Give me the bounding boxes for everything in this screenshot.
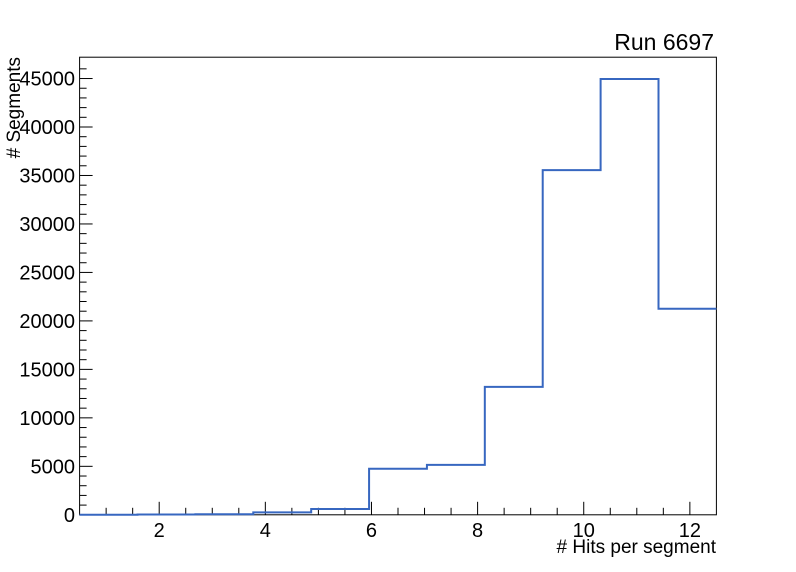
y-tick-label: 45000 bbox=[19, 69, 75, 91]
axis-tick-labels: 2 4 6 8 10 12 0 5000 10000 15000 20000 25000 30000 35… bbox=[19, 69, 701, 542]
x-tick-label: 10 bbox=[573, 520, 595, 542]
y-tick-label: 0 bbox=[64, 505, 75, 527]
x-tick-label: 6 bbox=[366, 520, 377, 542]
y-tick-label: 15000 bbox=[19, 359, 75, 381]
y-tick-label: 5000 bbox=[31, 456, 76, 478]
y-tick-label: 40000 bbox=[19, 117, 75, 139]
y-tick-label: 35000 bbox=[19, 165, 75, 187]
axis-ticks bbox=[79, 68, 691, 516]
plot-title: Run 6697 bbox=[614, 29, 714, 55]
x-tick-label: 8 bbox=[472, 520, 483, 542]
y-tick-label: 25000 bbox=[19, 262, 75, 284]
plot-frame bbox=[79, 56, 717, 516]
y-tick-label: 30000 bbox=[19, 214, 75, 236]
x-tick-label: 4 bbox=[260, 520, 271, 542]
y-axis-title: # Segments bbox=[4, 57, 25, 158]
histogram-line bbox=[79, 78, 717, 516]
x-tick-label: 2 bbox=[154, 520, 165, 542]
y-tick-label: 10000 bbox=[19, 408, 75, 430]
x-tick-label: 12 bbox=[679, 520, 701, 542]
x-axis-title: # Hits per segment bbox=[557, 537, 717, 558]
y-tick-label: 20000 bbox=[19, 311, 75, 333]
